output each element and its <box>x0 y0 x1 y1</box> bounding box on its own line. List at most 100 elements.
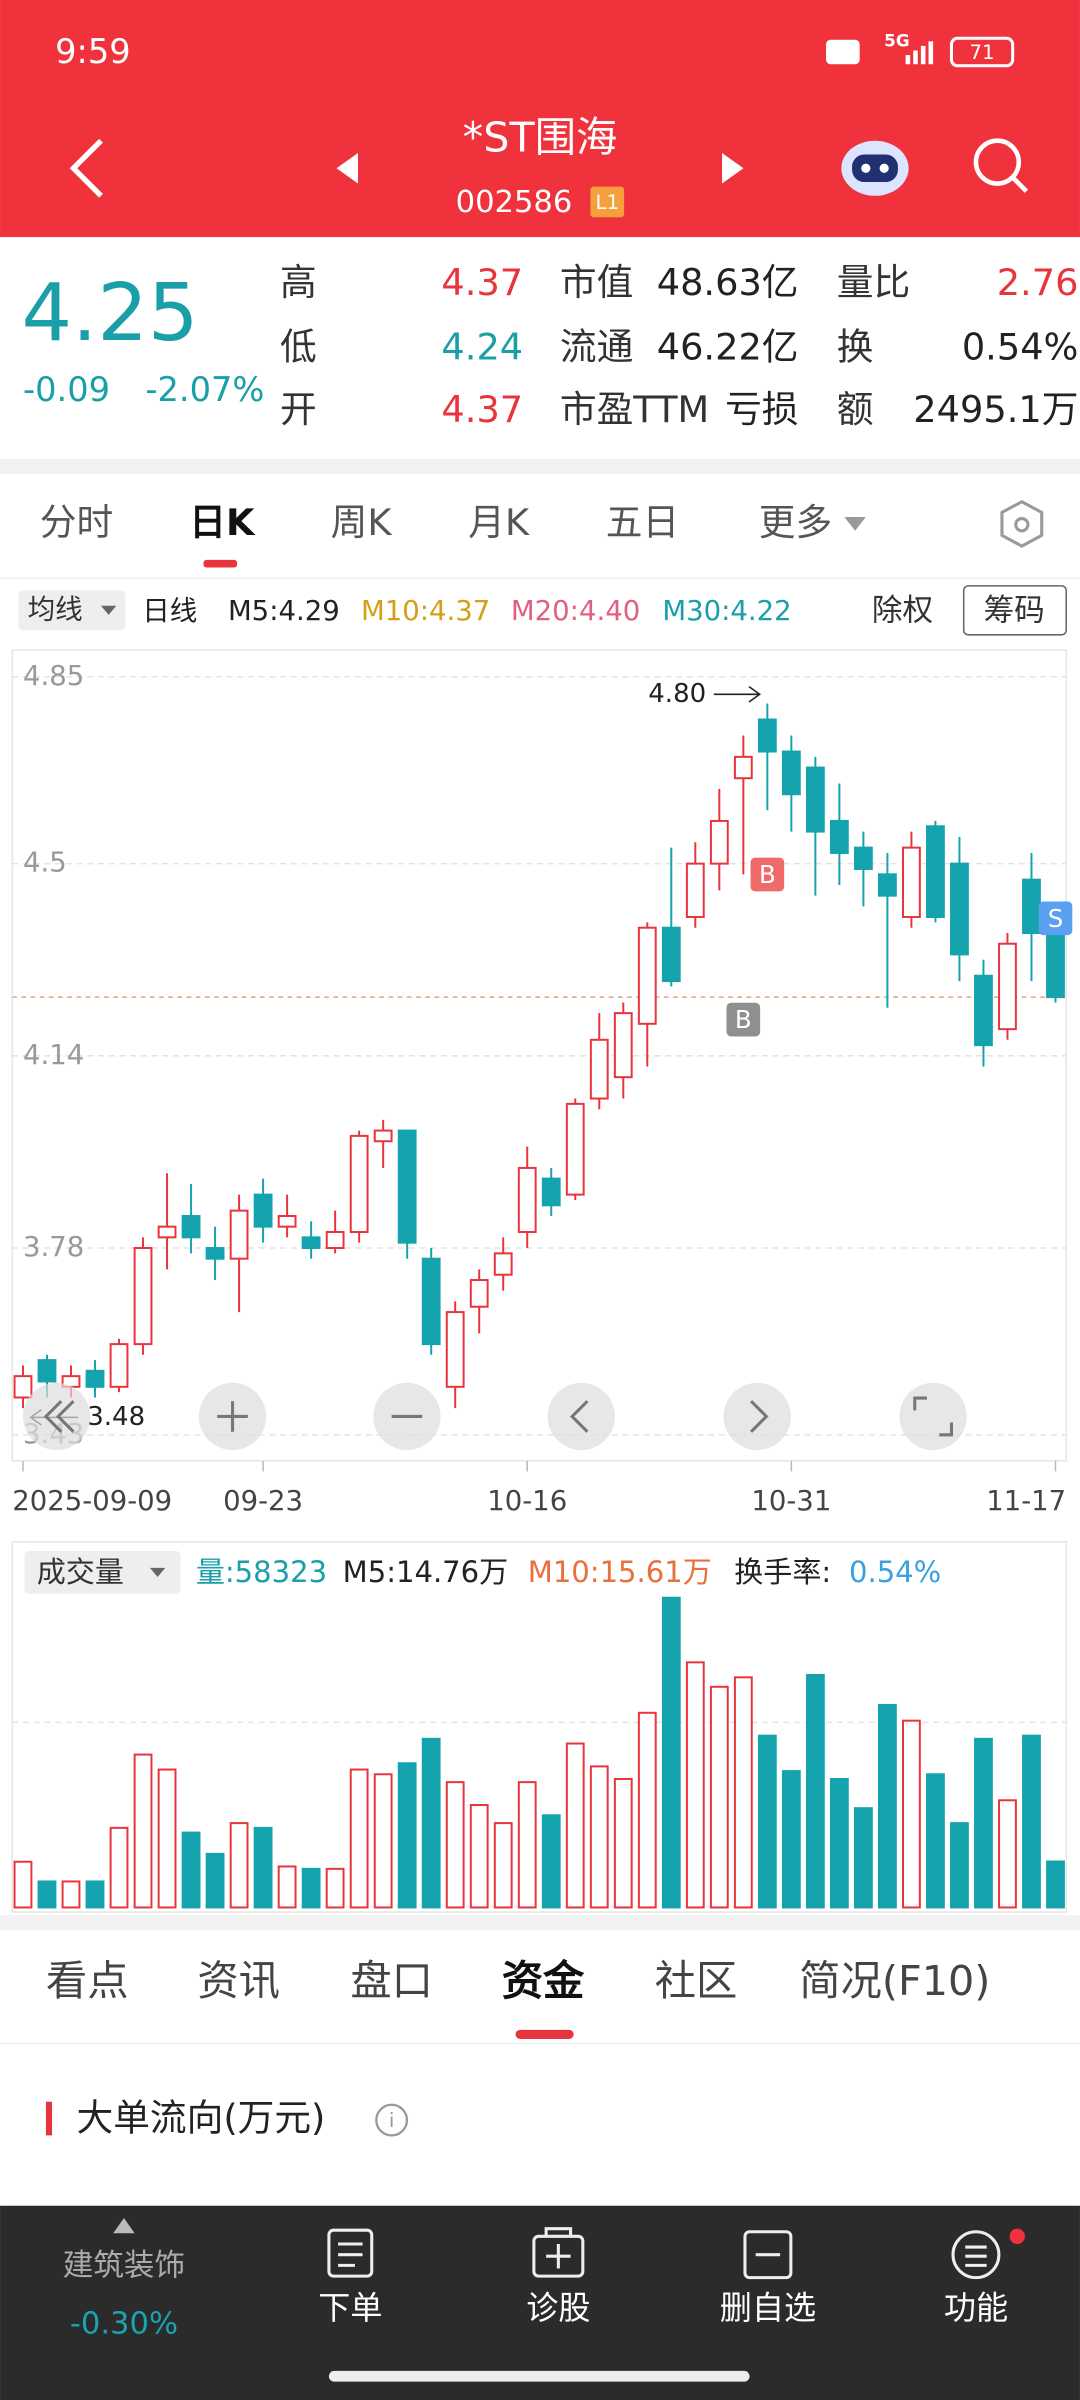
level: L1 <box>595 191 619 214</box>
sector-arrow <box>113 2217 135 2234</box>
prev-stock[interactable] <box>336 152 358 184</box>
next-stock[interactable] <box>722 152 744 184</box>
ma-selector[interactable] <box>18 590 126 631</box>
candle-body <box>205 1247 225 1260</box>
settings-icon[interactable] <box>1000 499 1044 548</box>
change-pct: -2.07% <box>145 370 264 409</box>
volume-bar <box>1022 1734 1041 1909</box>
battery-level: 71 <box>969 41 994 64</box>
candle-body <box>1022 878 1041 935</box>
info-tab[interactable]: 盘口 <box>350 1957 433 2005</box>
chips-button[interactable] <box>962 585 1067 636</box>
candle-body <box>902 846 921 919</box>
candle-body <box>589 1038 609 1100</box>
scroll-right[interactable] <box>723 1382 791 1451</box>
ma20: M20:4.40 <box>511 595 640 627</box>
volume-bar <box>397 1762 417 1909</box>
high-label: 4.80 <box>648 679 706 709</box>
candle-body <box>853 846 873 870</box>
volume-bar <box>805 1673 825 1909</box>
bottom-button[interactable]: 诊股 <box>526 2289 590 2327</box>
dropdown-arrow <box>149 1567 166 1578</box>
info-tab[interactable]: 资讯 <box>197 1957 280 2005</box>
period-tab[interactable]: 更多 <box>759 501 832 544</box>
info-tab[interactable]: 看点 <box>46 1957 129 2005</box>
volume-bar <box>661 1596 681 1909</box>
fullscreen[interactable] <box>899 1382 967 1451</box>
volume-bar <box>277 1865 297 1909</box>
candle-body <box>950 862 969 956</box>
scroll-left[interactable] <box>547 1382 615 1451</box>
bottom-button[interactable]: 功能 <box>944 2289 1008 2327</box>
volume-bar <box>301 1867 321 1909</box>
candle-body <box>229 1209 249 1260</box>
candle-body <box>709 819 729 865</box>
period-tab[interactable]: 周K <box>331 501 393 544</box>
bottom-button[interactable]: 下单 <box>318 2289 382 2327</box>
candle-body <box>541 1177 561 1207</box>
settings-icon-dot <box>1014 517 1030 533</box>
search-icon[interactable] <box>973 138 1029 193</box>
section-title: 大单流向(万元) <box>77 2097 326 2140</box>
stock-code: 002586 <box>456 185 573 220</box>
back-button[interactable] <box>69 138 103 198</box>
volume-bar <box>253 1826 273 1909</box>
chart-nav <box>22 1382 967 1451</box>
volume-bar <box>829 1778 849 1909</box>
volume-bar <box>445 1781 465 1909</box>
volume-bar <box>950 1822 969 1909</box>
candle-body <box>974 974 993 1047</box>
stat-value: 46.22亿 <box>657 325 799 368</box>
period-tab[interactable]: 月K <box>468 501 530 544</box>
volume-bar <box>85 1880 105 1909</box>
candle-body <box>829 819 849 854</box>
robot-icon[interactable] <box>841 140 909 196</box>
volume-bar <box>469 1804 489 1909</box>
stat-value: 0.54% <box>962 325 1079 368</box>
candle-body <box>1046 932 1065 999</box>
header-bg <box>0 0 1080 238</box>
candle-body <box>277 1214 297 1228</box>
candle-body <box>301 1236 321 1250</box>
candle-body <box>733 755 753 780</box>
info-tab[interactable]: 简况(F10) <box>799 1957 990 2005</box>
trade-marker: B <box>735 1005 752 1034</box>
hd-icon <box>826 39 860 65</box>
volume-bar <box>998 1799 1017 1909</box>
stat-label: 市盈TTM <box>560 388 709 431</box>
volume-bar <box>493 1822 513 1909</box>
candle-body <box>373 1129 393 1143</box>
info-tab[interactable]: 资金 <box>502 1957 585 2005</box>
volume-m10: M10:15.61万 <box>528 1555 712 1589</box>
candle-body <box>397 1129 417 1244</box>
period-tab[interactable]: 五日 <box>606 501 679 544</box>
volume-bar <box>637 1711 657 1909</box>
candle-body <box>469 1279 489 1308</box>
info-tab[interactable]: 社区 <box>655 1957 738 2005</box>
tab-indicator <box>203 559 238 568</box>
volume-bar <box>709 1685 729 1909</box>
volume-bar <box>157 1768 177 1909</box>
bottom-button[interactable]: 删自选 <box>720 2289 816 2327</box>
x-tick-label: 10-16 <box>487 1485 567 1517</box>
ma5: M5:4.29 <box>228 595 340 627</box>
low-label: 3.48 <box>87 1402 145 1432</box>
info-icon[interactable] <box>375 2103 409 2137</box>
battery-icon <box>949 36 1015 68</box>
period-tab[interactable]: 日K <box>189 501 256 544</box>
period-tab[interactable]: 分时 <box>40 501 113 544</box>
volume-bar <box>181 1831 201 1909</box>
volume-bar <box>613 1778 633 1909</box>
stock-name: *ST围海 <box>463 114 618 162</box>
volume-bar <box>757 1734 777 1909</box>
notification-dot <box>1009 2228 1025 2244</box>
candle-body <box>685 862 705 919</box>
volume-bar <box>517 1781 537 1909</box>
adjust[interactable]: 除权 <box>872 593 933 628</box>
change: -0.09 <box>23 370 110 409</box>
sector[interactable]: 建筑装饰 <box>63 2248 185 2283</box>
ma10: M10:4.37 <box>361 595 490 627</box>
volume-bar <box>37 1880 57 1909</box>
volume-selector[interactable] <box>24 1551 181 1594</box>
